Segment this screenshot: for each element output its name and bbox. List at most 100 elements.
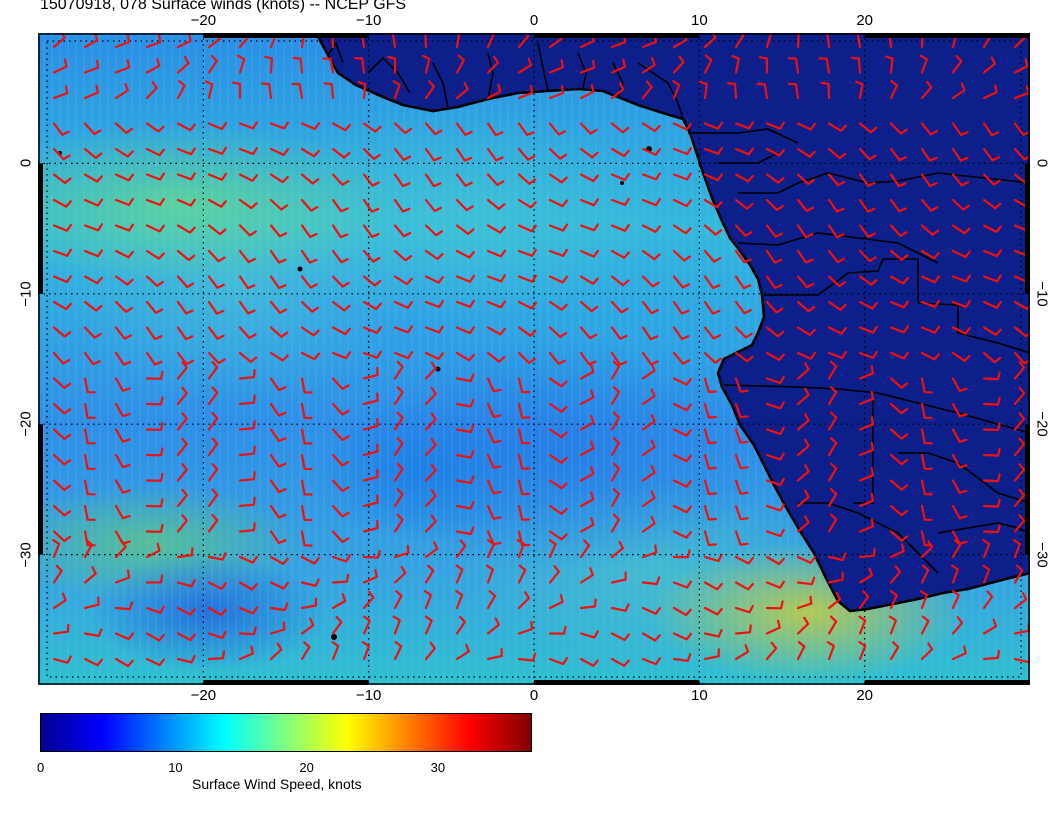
wind-barb xyxy=(951,122,969,137)
wind-barb xyxy=(889,530,909,542)
wind-barb xyxy=(207,411,219,431)
wind-barb xyxy=(672,549,691,559)
wind-barb xyxy=(579,630,599,639)
wind-barb xyxy=(269,581,289,590)
wind-barb xyxy=(300,300,319,313)
wind-barb xyxy=(83,504,96,521)
wind-barb xyxy=(291,82,304,100)
wind-barb xyxy=(827,300,847,311)
wind-barb xyxy=(83,326,102,339)
wind-barb xyxy=(920,173,938,188)
wind-barb xyxy=(827,488,838,508)
wind-barb xyxy=(455,615,466,635)
wind-barb xyxy=(517,122,535,137)
wind-barb xyxy=(734,504,749,521)
lat-tick-label-left: −30 xyxy=(17,541,35,568)
wind-barb xyxy=(982,447,1001,457)
wind-barb xyxy=(486,647,503,661)
wind-barb xyxy=(145,396,164,406)
wind-barb xyxy=(114,147,134,158)
wind-barb xyxy=(610,249,630,259)
wind-barb xyxy=(238,555,258,564)
wind-barb xyxy=(548,453,568,464)
wind-barb xyxy=(238,224,257,237)
wind-barb xyxy=(765,580,785,589)
wind-barb xyxy=(238,198,258,210)
wind-barb xyxy=(52,402,72,415)
wind-barb xyxy=(703,198,723,209)
wind-barb xyxy=(982,224,1002,233)
wind-barb xyxy=(517,402,531,419)
frame-segment xyxy=(38,163,43,294)
wind-barb xyxy=(982,564,991,584)
wind-barb xyxy=(455,351,475,362)
map-title: 15070918, 078 Surface winds (knots) -- N… xyxy=(40,0,407,13)
wind-barb xyxy=(548,504,568,515)
wind-barb xyxy=(322,57,335,74)
frame-segment xyxy=(38,424,43,555)
wind-barb xyxy=(889,325,909,334)
wind-barb xyxy=(734,479,749,495)
wind-barb xyxy=(672,55,685,74)
wind-barb xyxy=(424,564,435,584)
wind-barb xyxy=(261,82,273,100)
wind-barb xyxy=(517,620,534,635)
wind-barb xyxy=(858,365,875,380)
wind-barb xyxy=(238,626,257,636)
wind-barb xyxy=(393,122,413,135)
wind-barb xyxy=(83,402,96,419)
wind-barb xyxy=(455,224,475,235)
wind-barb xyxy=(641,300,659,315)
wind-barb xyxy=(331,122,351,132)
wind-barb xyxy=(145,472,164,482)
wind-barb xyxy=(424,198,442,213)
wind-barb xyxy=(238,445,256,457)
wind-barb xyxy=(114,479,131,494)
wind-barb xyxy=(176,56,190,74)
wind-barb xyxy=(517,274,537,283)
wind-barb xyxy=(393,488,404,508)
lat-tick-label-right: −30 xyxy=(1033,541,1051,568)
wind-barb xyxy=(703,249,722,263)
wind-barb xyxy=(207,581,227,590)
wind-barb xyxy=(455,299,475,308)
wind-barb xyxy=(548,402,568,413)
wind-barb xyxy=(176,463,188,482)
wind-barb xyxy=(579,300,599,313)
wind-barb xyxy=(641,80,653,100)
wind-barb xyxy=(796,362,810,380)
wind-barb xyxy=(362,300,382,311)
wind-barb xyxy=(1013,488,1026,508)
wind-barb xyxy=(269,275,287,290)
wind-barb xyxy=(486,402,502,418)
wind-barb xyxy=(672,479,692,488)
wind-barb xyxy=(703,351,722,364)
wind-barb xyxy=(765,619,781,635)
wind-barb xyxy=(548,223,568,232)
wind-barb xyxy=(424,541,439,559)
wind-barb xyxy=(734,275,752,290)
wind-barb xyxy=(765,147,785,157)
wind-barb xyxy=(765,249,783,264)
wind-barb xyxy=(269,428,287,443)
wind-barb xyxy=(734,581,754,591)
wind-barb xyxy=(796,489,810,508)
wind-barb xyxy=(787,57,800,74)
wind-barb xyxy=(424,122,443,136)
wind-barb xyxy=(920,325,940,334)
wind-barb xyxy=(827,615,838,635)
wind-barb xyxy=(703,504,717,521)
wind-barb xyxy=(579,364,595,380)
wind-barb xyxy=(52,326,72,338)
wind-barb xyxy=(699,80,708,100)
wind-barb xyxy=(1013,564,1024,584)
wind-barb xyxy=(982,422,1001,432)
wind-barb xyxy=(610,351,628,366)
wind-barb xyxy=(548,326,568,339)
colorbar-tick-label: 10 xyxy=(168,760,183,775)
wind-barb xyxy=(83,173,103,183)
wind-barb xyxy=(672,632,692,641)
wind-barb xyxy=(1013,412,1026,431)
wind-barb xyxy=(362,590,375,610)
wind-barb xyxy=(393,513,404,533)
